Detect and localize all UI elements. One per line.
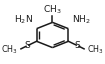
Text: S: S [24,41,30,50]
Text: S: S [75,41,81,50]
Text: H$_2$N: H$_2$N [14,13,33,26]
Text: CH$_3$: CH$_3$ [1,44,18,56]
Text: CH$_3$: CH$_3$ [87,44,104,56]
Text: NH$_2$: NH$_2$ [72,13,91,26]
Text: CH$_3$: CH$_3$ [43,3,62,16]
